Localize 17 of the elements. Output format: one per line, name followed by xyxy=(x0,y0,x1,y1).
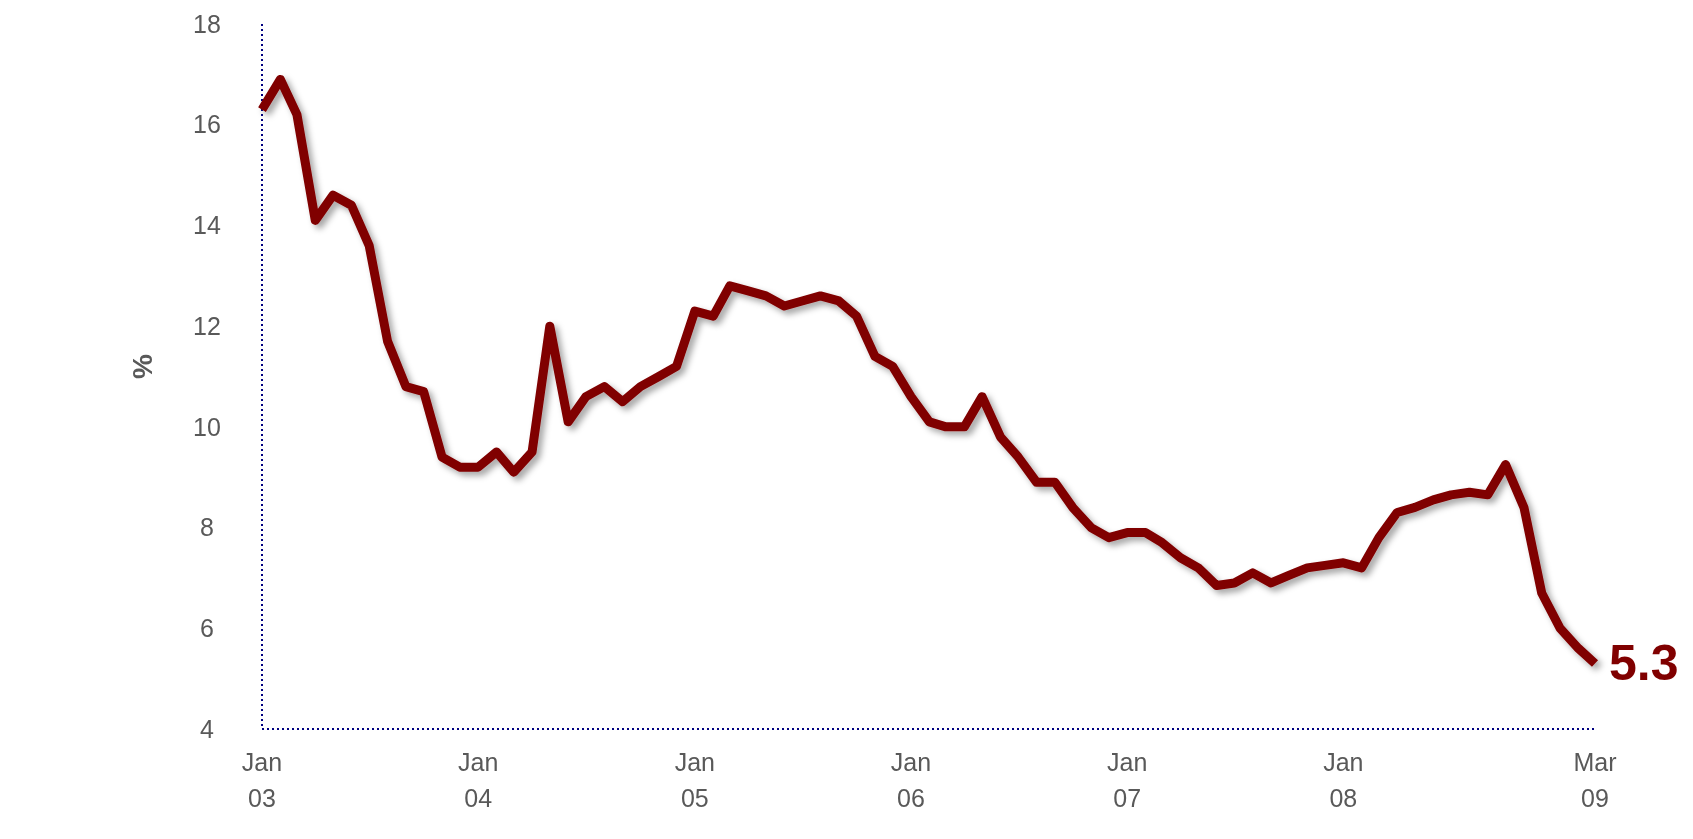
y-tick-label: 10 xyxy=(193,412,221,441)
x-tick-label: Jan 05 xyxy=(674,748,716,812)
y-tick-label: 18 xyxy=(193,9,221,38)
y-tick-label: 4 xyxy=(200,714,215,743)
x-tick-label: Jan 03 xyxy=(241,748,283,812)
x-tick-label: Jan 07 xyxy=(1107,748,1148,812)
y-tick-label: 6 xyxy=(200,614,214,643)
x-tick-label: Mar 09 xyxy=(1573,748,1617,812)
x-tick-label: Jan 06 xyxy=(890,748,932,812)
annotation: 5.3 xyxy=(1609,634,1679,691)
y-tick-label: 16 xyxy=(193,110,221,139)
x-tick-label: Jan 08 xyxy=(1323,748,1364,812)
y-tick-label: 14 xyxy=(193,211,221,240)
y-tick-label: 8 xyxy=(200,513,214,542)
y-tick-label: 12 xyxy=(193,311,221,340)
y-axis-title: % xyxy=(127,353,158,379)
x-tick-label: Jan 04 xyxy=(457,748,499,812)
